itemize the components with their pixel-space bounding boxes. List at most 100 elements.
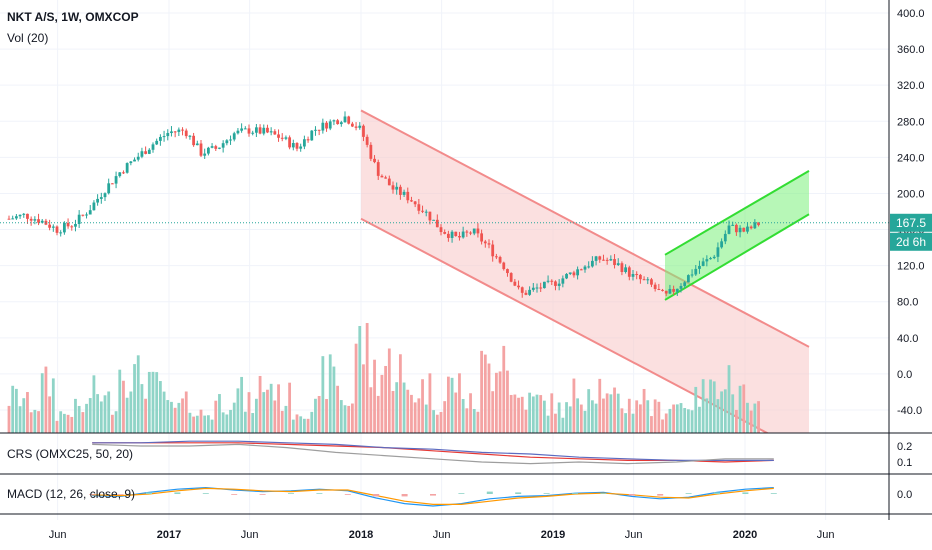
price-tick-label: 320.0 [897,80,925,92]
crs-indicator-pane: 0.20.1 [92,440,912,469]
candle-body [616,263,620,266]
candle-body [11,218,15,220]
candle-body [384,177,388,179]
candle-body [609,259,613,261]
candle-body [254,127,258,133]
volume-bar [749,410,753,433]
macd-histogram-bar [543,493,550,494]
candle-body [29,218,33,221]
volume-bar [354,343,358,433]
volume-bar [635,400,639,433]
volume-bar [387,348,391,433]
candle-body [450,231,454,238]
ascending-channel[interactable] [664,170,810,301]
candle-body [694,268,698,275]
candle-body [129,161,133,164]
candle-body [513,281,517,286]
volume-bar [240,376,244,433]
descending-channel[interactable] [360,109,810,455]
volume-bar [284,405,288,433]
volume-bar [18,406,22,433]
candle-body [85,214,88,216]
candle-body [343,116,347,123]
volume-bar [266,389,269,433]
candle-body [675,288,679,292]
volume-bar [734,409,738,433]
time-axis[interactable]: Jun 2017 Jun 2018 Jun 2019 Jun 2020 Jun [49,529,835,541]
volume-bar [336,385,340,433]
candle-body [709,258,712,260]
volume-bar [657,401,661,433]
volume-bar [605,393,609,433]
volume-bar [576,398,580,433]
candle-body [251,132,255,134]
volume-bar [487,363,491,433]
candle-body [258,127,262,134]
time-tick-label: 2017 [157,529,181,541]
volume-bar [646,400,650,433]
candle-body [672,288,676,292]
candle-body [70,226,74,228]
volume-bar [642,388,646,433]
candle-body [284,137,288,139]
macd-histogram-bar [174,492,181,494]
candle-body [369,144,373,159]
candle-body [576,269,580,276]
volume-bar [528,392,532,433]
volume-bar [686,409,690,433]
volume-bar [107,391,111,433]
volume-bar [705,398,709,433]
volume-bar [757,401,760,433]
volume-bar [417,398,421,433]
candle-body [753,222,757,229]
volume-bar [395,382,399,433]
candle-body [387,178,391,186]
volume-bar [675,404,679,433]
candle-body [317,129,321,131]
candle-body [144,151,148,154]
candlesticks [7,111,760,298]
candle-body [269,131,273,133]
macd-histogram-bar [458,493,465,494]
candle-body [170,131,173,134]
volume-bar [155,372,159,433]
candle-body [557,283,561,286]
volume-bar [631,413,635,433]
volume-bar [550,393,554,433]
candle-body [192,135,196,146]
candle-body [99,197,103,199]
indicator-line [92,486,774,507]
volume-bar [690,410,694,433]
volume-bar [720,391,724,433]
price-axis[interactable]: 400.0360.0320.0280.0240.0200.0160.0120.0… [897,8,925,417]
candle-body [59,232,63,234]
candle-body [158,136,162,141]
candle-body [81,214,85,216]
macd-histogram-bar [288,493,294,494]
candle-body [62,222,66,233]
candle-body [701,261,705,266]
candle-body [498,257,502,263]
volume-bar [373,359,376,433]
candle-body [22,213,26,215]
volume-bar [727,365,731,433]
macd-histogram-bar [572,493,578,494]
macd-histogram-bar [430,494,436,496]
time-tick-label: Jun [241,529,259,541]
candle-body [509,273,513,282]
macd-histogram-bar [685,493,692,494]
volume-bar [273,400,277,433]
candle-body [14,216,18,219]
volume-bar [247,392,251,433]
volume-bar [321,356,325,433]
price-tick-label: 360.0 [897,44,925,56]
volume-bar [347,405,351,433]
candle-body [214,146,218,149]
candle-body [561,278,565,284]
volume-bar [262,392,266,433]
candle-body [195,143,199,146]
volume-bar [509,394,513,433]
volume-bar [122,380,125,433]
time-tick-label: Jun [625,529,643,541]
